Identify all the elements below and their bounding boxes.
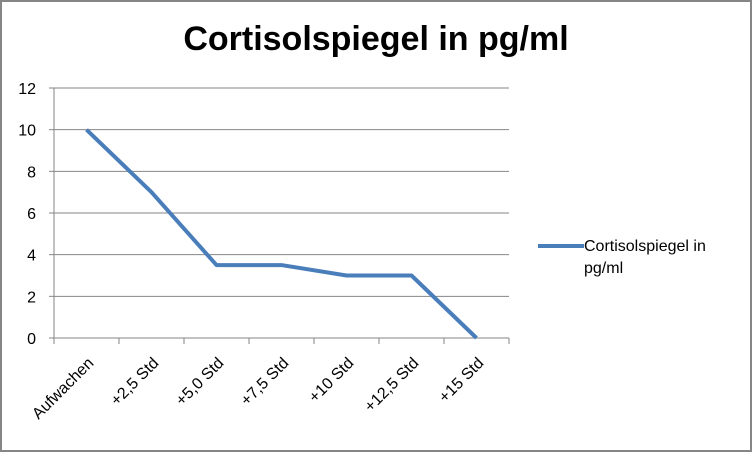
y-tick-label: 8 (27, 164, 36, 181)
x-tick-label: +5,0 Std (173, 355, 227, 409)
x-tick-label: +12,5 Std (362, 355, 423, 416)
legend-line-icon (538, 244, 584, 248)
x-tick-label: +2,5 Std (108, 355, 162, 409)
chart-title: Cortisolspiegel in pg/ml (183, 20, 569, 58)
legend: Cortisolspiegel in pg/ml (538, 236, 744, 280)
x-tick-label: +10 Std (306, 355, 357, 406)
y-tick-label: 10 (18, 123, 36, 140)
x-tick-label: Aufwachen (29, 355, 97, 423)
y-tick-label: 0 (27, 331, 36, 348)
y-tick-label: 4 (27, 248, 36, 265)
y-tick-label: 12 (18, 81, 36, 98)
series-line (85, 128, 478, 340)
x-tick-label: +15 Std (436, 355, 487, 406)
legend-label: Cortisolspiegel in pg/ml (584, 238, 706, 277)
y-tick-label: 2 (27, 289, 36, 306)
y-tick-label: 6 (27, 206, 36, 223)
x-tick-label: +7,5 Std (238, 355, 292, 409)
